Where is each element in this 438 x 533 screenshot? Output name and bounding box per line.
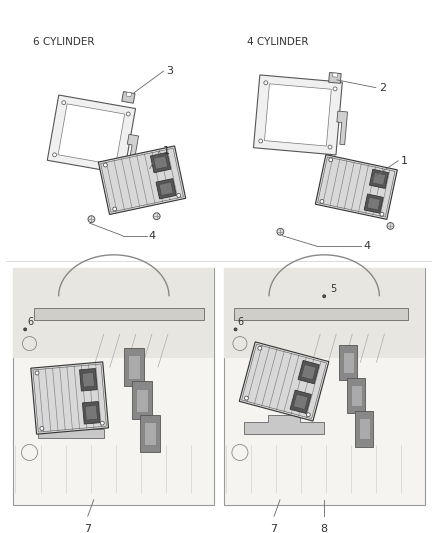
Circle shape bbox=[277, 229, 284, 235]
Polygon shape bbox=[136, 389, 148, 412]
Bar bbox=[14, 268, 214, 505]
Bar bbox=[14, 268, 214, 358]
Polygon shape bbox=[254, 75, 343, 155]
Text: 7: 7 bbox=[84, 524, 91, 533]
Text: 4: 4 bbox=[363, 241, 370, 252]
Text: 1: 1 bbox=[162, 146, 170, 156]
Polygon shape bbox=[364, 194, 383, 213]
Circle shape bbox=[117, 164, 121, 168]
Polygon shape bbox=[154, 156, 168, 169]
Polygon shape bbox=[80, 368, 97, 391]
Circle shape bbox=[88, 216, 95, 223]
Text: 5: 5 bbox=[330, 284, 336, 294]
Circle shape bbox=[62, 101, 66, 104]
Text: 4: 4 bbox=[149, 231, 156, 241]
Polygon shape bbox=[127, 134, 138, 165]
Circle shape bbox=[100, 421, 104, 425]
Polygon shape bbox=[85, 406, 97, 420]
Polygon shape bbox=[58, 104, 125, 165]
Polygon shape bbox=[132, 382, 152, 419]
Polygon shape bbox=[355, 411, 373, 447]
Circle shape bbox=[113, 207, 117, 211]
Circle shape bbox=[258, 346, 262, 350]
Polygon shape bbox=[82, 401, 100, 424]
Circle shape bbox=[35, 371, 39, 375]
Circle shape bbox=[387, 223, 394, 229]
Polygon shape bbox=[239, 342, 329, 421]
Text: 6: 6 bbox=[237, 317, 244, 327]
Circle shape bbox=[323, 295, 326, 298]
Circle shape bbox=[320, 199, 324, 204]
Text: 6 CYLINDER: 6 CYLINDER bbox=[33, 37, 95, 47]
Polygon shape bbox=[34, 308, 204, 320]
Bar bbox=[224, 268, 424, 358]
Circle shape bbox=[177, 193, 181, 197]
Circle shape bbox=[234, 328, 237, 331]
Text: 1: 1 bbox=[401, 156, 408, 166]
Text: 7: 7 bbox=[271, 524, 278, 533]
Text: 4 CYLINDER: 4 CYLINDER bbox=[247, 37, 309, 47]
Circle shape bbox=[24, 328, 27, 331]
Polygon shape bbox=[47, 95, 135, 174]
Polygon shape bbox=[293, 394, 308, 409]
Polygon shape bbox=[343, 352, 354, 373]
Circle shape bbox=[333, 87, 337, 91]
Polygon shape bbox=[339, 345, 357, 380]
Text: 2: 2 bbox=[379, 83, 386, 93]
Polygon shape bbox=[126, 92, 131, 97]
Polygon shape bbox=[301, 365, 316, 380]
Circle shape bbox=[126, 112, 130, 116]
Polygon shape bbox=[122, 92, 135, 103]
Text: 3: 3 bbox=[166, 66, 173, 76]
Polygon shape bbox=[347, 378, 365, 414]
Circle shape bbox=[329, 158, 333, 162]
Text: 8: 8 bbox=[321, 524, 328, 533]
Polygon shape bbox=[369, 169, 389, 189]
Circle shape bbox=[40, 426, 44, 430]
Polygon shape bbox=[38, 415, 104, 438]
Polygon shape bbox=[372, 173, 385, 185]
Polygon shape bbox=[367, 197, 380, 210]
Polygon shape bbox=[234, 308, 409, 320]
Circle shape bbox=[103, 163, 107, 167]
Polygon shape bbox=[298, 360, 319, 384]
Polygon shape bbox=[337, 111, 347, 144]
Polygon shape bbox=[124, 349, 144, 386]
Circle shape bbox=[328, 145, 332, 149]
Circle shape bbox=[259, 139, 263, 143]
Polygon shape bbox=[315, 155, 397, 220]
Polygon shape bbox=[31, 362, 109, 434]
Bar bbox=[224, 268, 424, 505]
Polygon shape bbox=[333, 73, 338, 77]
Polygon shape bbox=[351, 385, 362, 406]
Circle shape bbox=[306, 413, 310, 417]
Polygon shape bbox=[290, 390, 311, 414]
Circle shape bbox=[53, 153, 57, 157]
Polygon shape bbox=[150, 152, 171, 173]
Polygon shape bbox=[82, 373, 95, 387]
Polygon shape bbox=[359, 418, 370, 439]
Circle shape bbox=[153, 213, 160, 220]
Polygon shape bbox=[328, 72, 341, 83]
Circle shape bbox=[264, 81, 268, 85]
Circle shape bbox=[380, 212, 384, 216]
Polygon shape bbox=[156, 179, 177, 199]
Circle shape bbox=[244, 396, 248, 400]
Text: 6: 6 bbox=[27, 317, 33, 327]
Polygon shape bbox=[265, 84, 331, 146]
Polygon shape bbox=[99, 146, 186, 214]
Polygon shape bbox=[128, 356, 140, 379]
Polygon shape bbox=[144, 422, 156, 446]
Polygon shape bbox=[159, 182, 173, 196]
Polygon shape bbox=[244, 415, 324, 433]
Polygon shape bbox=[140, 415, 160, 453]
